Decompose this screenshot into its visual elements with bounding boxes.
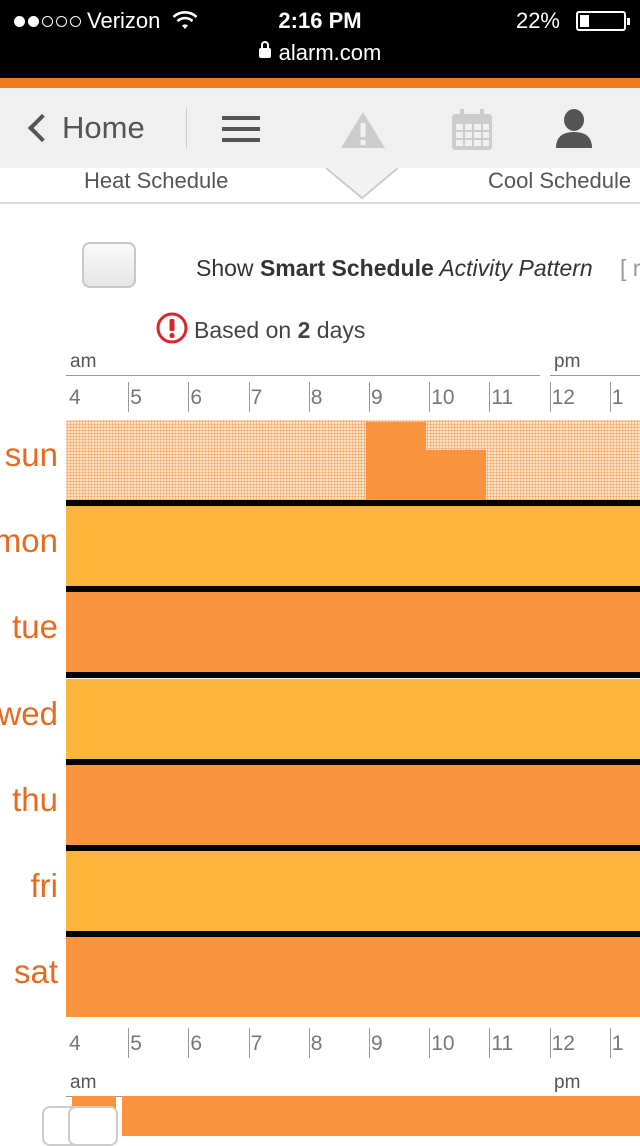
day-label-mon: mon xyxy=(0,522,58,559)
top-nav: Home xyxy=(0,88,640,169)
day-row-thu[interactable] xyxy=(66,765,640,845)
pm-range-line xyxy=(550,375,640,376)
user-icon[interactable] xyxy=(554,108,594,150)
hour-tick xyxy=(489,1028,491,1058)
hour-tick xyxy=(609,1028,611,1058)
activity-block xyxy=(426,450,486,500)
hour-label: 11 xyxy=(491,386,514,409)
wifi-icon xyxy=(172,11,198,29)
hour-label: 9 xyxy=(371,1032,383,1055)
day-row-sat[interactable] xyxy=(66,937,640,1017)
based-on-notice: Based on 2 days xyxy=(194,317,366,343)
home-back-button[interactable]: Home xyxy=(24,110,145,146)
smart-schedule-label: Show Smart Schedule Activity Pattern xyxy=(196,255,593,281)
hour-tick xyxy=(248,1028,250,1058)
chevron-left-icon xyxy=(27,113,57,143)
alert-icon[interactable] xyxy=(340,110,386,150)
exclamation-circle-icon xyxy=(156,312,188,344)
row-separator xyxy=(66,500,640,506)
day-label-sat: sat xyxy=(13,953,58,990)
hour-tick xyxy=(609,382,611,412)
hour-label: 8 xyxy=(310,1032,323,1055)
active-tab-pointer xyxy=(326,168,398,200)
hour-label: 6 xyxy=(190,386,203,409)
hour-label: 5 xyxy=(130,1032,142,1055)
hour-label: 10 xyxy=(431,386,455,409)
toggle-knob[interactable] xyxy=(68,1106,118,1146)
hour-label: 11 xyxy=(491,1032,514,1055)
hour-label: 12 xyxy=(551,386,575,409)
hour-tick xyxy=(128,382,130,412)
day-row-mon[interactable] xyxy=(66,506,640,586)
am-label-top: am xyxy=(70,351,97,372)
hour-label: 6 xyxy=(190,1032,203,1055)
pm-label-top: pm xyxy=(554,351,581,372)
hour-label: 4 xyxy=(69,386,81,409)
hour-tick xyxy=(369,1028,370,1058)
row-separator xyxy=(66,759,640,765)
row-separator xyxy=(66,586,640,592)
hour-label: 1 xyxy=(611,386,624,409)
hour-tick xyxy=(429,382,431,412)
day-label-fri: fri xyxy=(30,867,59,904)
hour-tick xyxy=(248,382,250,412)
hour-tick xyxy=(549,382,551,412)
address-bar[interactable]: alarm.com xyxy=(0,40,640,66)
menu-icon[interactable] xyxy=(222,116,260,142)
calendar-icon[interactable] xyxy=(450,108,494,152)
legend-bar xyxy=(122,1096,640,1136)
tab-cool-schedule[interactable]: Cool Schedule xyxy=(488,168,632,193)
hour-tick xyxy=(489,382,491,412)
hour-label: 1 xyxy=(611,1032,624,1055)
hour-label: 12 xyxy=(551,1032,575,1055)
activity-pattern-link[interactable]: [ r xyxy=(620,255,640,281)
day-label-sun: sun xyxy=(4,436,58,473)
row-separator xyxy=(66,672,640,678)
signal-strength-icon xyxy=(14,15,81,27)
hour-tick xyxy=(128,1028,130,1058)
schedule-tabs: Heat Schedule Cool Schedule xyxy=(0,168,640,204)
hour-tick xyxy=(429,1028,431,1058)
status-bar: Verizon 2:16 PM alarm.com 22% xyxy=(0,0,640,78)
hour-label: 9 xyxy=(371,386,383,409)
day-label-thu: thu xyxy=(12,781,58,818)
battery-icon xyxy=(576,11,630,31)
am-range-line xyxy=(66,375,540,376)
carrier-name: Verizon xyxy=(87,8,161,33)
smart-schedule-checkbox[interactable] xyxy=(82,242,136,288)
hour-label: 7 xyxy=(250,386,263,409)
carrier: Verizon xyxy=(14,8,198,34)
day-label-wed: wed xyxy=(0,695,58,732)
hour-label: 4 xyxy=(69,1032,81,1055)
row-separator xyxy=(66,845,640,851)
day-label-tue: tue xyxy=(12,608,58,645)
url-text: alarm.com xyxy=(278,40,382,65)
accent-bar xyxy=(0,78,640,88)
row-separator xyxy=(66,931,640,937)
hour-label: 10 xyxy=(431,1032,455,1055)
day-row-tue[interactable] xyxy=(66,592,640,672)
battery-level xyxy=(580,15,589,27)
activity-block xyxy=(366,422,426,500)
pm-label-bottom: pm xyxy=(554,1072,581,1093)
hour-tick xyxy=(369,382,370,412)
day-row-wed[interactable] xyxy=(66,679,640,759)
home-label: Home xyxy=(62,110,145,145)
hour-label: 7 xyxy=(250,1032,263,1055)
tab-heat-schedule[interactable]: Heat Schedule xyxy=(84,168,229,193)
battery-percent: 22% xyxy=(515,8,560,33)
hour-tick xyxy=(308,1028,310,1058)
lock-icon xyxy=(258,41,271,59)
am-label-bottom: am xyxy=(70,1072,97,1093)
hour-tick xyxy=(308,382,310,412)
hour-tick xyxy=(549,1028,551,1058)
hour-label: 5 xyxy=(130,386,142,409)
day-row-fri[interactable] xyxy=(66,851,640,931)
hour-tick xyxy=(188,382,190,412)
day-row-sun[interactable] xyxy=(66,420,640,500)
hour-tick xyxy=(188,1028,190,1058)
hour-label: 8 xyxy=(310,386,323,409)
clock: 2:16 PM xyxy=(278,8,362,33)
nav-divider xyxy=(186,108,187,148)
